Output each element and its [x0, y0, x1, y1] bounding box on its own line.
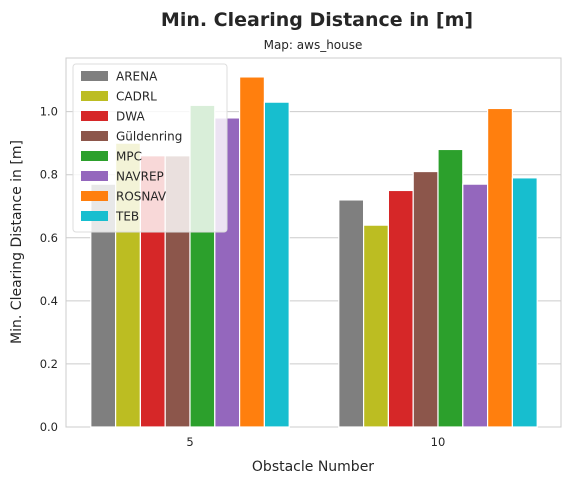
legend-box	[72, 63, 228, 233]
legend-label-rosnav: ROSNAV	[116, 190, 167, 204]
bar-mpc-10	[437, 148, 464, 428]
legend-swatch-mpc	[81, 151, 108, 161]
legend-swatch-dwa	[81, 111, 108, 121]
y-tick-label: 0.4	[40, 294, 58, 308]
legend-label-arena: ARENA	[116, 70, 158, 84]
legend-label-dwa: DWA	[116, 110, 145, 124]
y-axis-label: Min. Clearing Distance in [m]	[9, 140, 25, 344]
legend-label-navrep: NAVREP	[116, 170, 164, 184]
legend-swatch-teb	[81, 211, 108, 221]
legend-swatch-güldenring	[81, 131, 108, 141]
bar-navrep-10	[462, 183, 489, 428]
legend-swatch-navrep	[81, 171, 108, 181]
legend-label-mpc: MPC	[116, 150, 142, 164]
bar-dwa-10	[387, 189, 414, 428]
x-tick-label: 10	[431, 435, 446, 449]
y-tick-labels: 0.0 0.2 0.4 0.6 0.8 1.0	[40, 105, 58, 434]
legend: ARENA CADRL DWA Güldenring MPC NAVREP ROSNAV TE…	[72, 63, 228, 233]
bar-arena-10	[338, 199, 365, 428]
bar-rosnav-5	[239, 76, 266, 428]
legend-label-cadrl: CADRL	[116, 90, 157, 104]
y-tick-label: 0.0	[40, 420, 58, 434]
legend-label-güldenring: Güldenring	[116, 130, 182, 144]
legend-swatch-cadrl	[81, 91, 108, 101]
bar-güldenring-10	[412, 170, 439, 428]
bar-cadrl-10	[363, 224, 390, 428]
y-tick-label: 1.0	[40, 105, 58, 119]
y-tick-label: 0.8	[40, 168, 58, 182]
y-tick-label: 0.6	[40, 231, 58, 245]
x-tick-label: 5	[186, 435, 193, 449]
bar-rosnav-10	[487, 107, 514, 428]
legend-label-teb: TEB	[115, 210, 139, 224]
x-axis-label: Obstacle Number	[252, 459, 374, 475]
bar-teb-5	[263, 101, 290, 428]
chart-subtitle: Map: aws_house	[264, 38, 363, 52]
legend-swatch-arena	[81, 71, 108, 81]
bar-teb-10	[511, 177, 538, 428]
x-tick-labels: 5 10	[186, 435, 445, 449]
y-tick-label: 0.2	[40, 357, 58, 371]
chart-title: Min. Clearing Distance in [m]	[161, 9, 473, 31]
legend-swatch-rosnav	[81, 191, 108, 201]
